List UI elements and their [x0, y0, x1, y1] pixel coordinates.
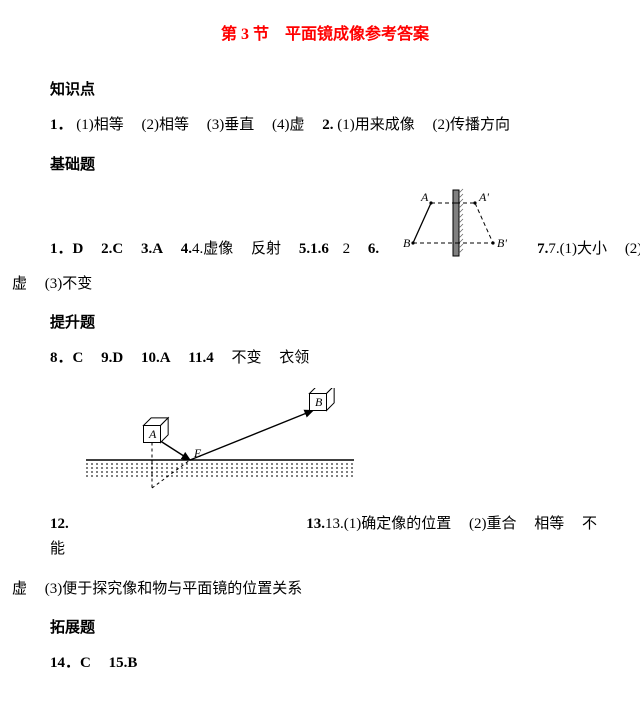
section-extend: 拓展题	[50, 616, 600, 637]
a-a2: (2)重合	[469, 516, 517, 532]
b-p5b: 2	[343, 241, 351, 257]
k-a1-4: (4)虚	[272, 117, 305, 133]
section-advance: 提升题	[50, 311, 600, 332]
page-title: 第 3 节 平面镜成像参考答案	[50, 20, 600, 44]
a-p8: 8．C	[50, 350, 83, 366]
advance-row-2: 12. 13.13.(1)确定像的位置 (2)重合 相等 不能	[50, 512, 600, 563]
svg-text:A': A'	[478, 190, 489, 204]
a3-pre: 虚	[12, 581, 27, 597]
b-p1: 1．D	[50, 241, 83, 257]
e-p14: 14．C	[50, 655, 91, 671]
b-p7b: (2)前	[625, 241, 640, 257]
svg-text:A: A	[148, 427, 157, 441]
svg-text:B': B'	[497, 236, 507, 250]
a3-a3: (3)便于探究像和物与平面镜的位置关系	[45, 581, 303, 597]
section-basic: 基础题	[50, 153, 600, 174]
k-q2: 2.	[322, 117, 333, 133]
b-p7: 7.(1)大小	[548, 241, 607, 257]
basic-row-1: 1．D 2.C 3.A 4.4.虚像 反射 5.1.6 2 6. ABA'B' …	[50, 188, 600, 258]
svg-text:A: A	[420, 190, 429, 204]
basic-row-2: 虚 (3)不变	[12, 272, 600, 298]
a-p12: 12.	[50, 516, 69, 532]
a-p11c: 衣领	[279, 350, 309, 366]
b2-pre: 虚	[12, 276, 27, 292]
a-p10: 10.A	[141, 350, 171, 366]
b2-a3: (3)不变	[45, 276, 93, 292]
a-p13: 13.(1)确定像的位置	[325, 516, 451, 532]
b-p4n: 4.	[181, 241, 192, 257]
k-a2-2: (2)传播方向	[433, 117, 511, 133]
svg-text:B: B	[403, 236, 411, 250]
b-p2: 2.C	[101, 241, 123, 257]
b-p4b: 反射	[251, 241, 281, 257]
a-p13n: 13.	[306, 516, 325, 532]
k-q1: 1．	[50, 117, 73, 133]
b-p7n: 7.	[537, 241, 548, 257]
knowledge-answers: 1． (1)相等 (2)相等 (3)垂直 (4)虚 2. (1)用来成像 (2)…	[50, 113, 600, 139]
k-a1-2: (2)相等	[142, 117, 190, 133]
a-p9: 9.D	[101, 350, 123, 366]
k-a1-3: (3)垂直	[207, 117, 255, 133]
advance-row-1: 8．C 9.D 10.A 11.4 不变 衣领	[50, 346, 600, 372]
b-p4: 4.虚像	[192, 241, 233, 257]
k-a2-1: (1)用来成像	[337, 117, 415, 133]
svg-text:E: E	[193, 446, 202, 460]
b-p6: 6.	[368, 241, 379, 257]
advance-row-3: 虚 (3)便于探究像和物与平面镜的位置关系	[12, 577, 600, 603]
k-a1-1: (1)相等	[76, 117, 124, 133]
figure-q12-reflection-diagram: A B E	[80, 388, 600, 498]
a-p11b: 不变	[231, 350, 261, 366]
svg-text:B: B	[315, 395, 323, 409]
section-knowledge: 知识点	[50, 78, 600, 99]
extend-row: 14．C 15.B	[50, 651, 600, 677]
figure-q6-mirror-diagram: A B A' B'	[379, 188, 529, 258]
a-a2b: 相等	[534, 516, 564, 532]
b-p3: 3.A	[141, 241, 163, 257]
e-p15: 15.B	[109, 655, 138, 671]
a-p11: 11.4	[188, 350, 213, 366]
b-p5: 5.1.6	[299, 241, 329, 257]
